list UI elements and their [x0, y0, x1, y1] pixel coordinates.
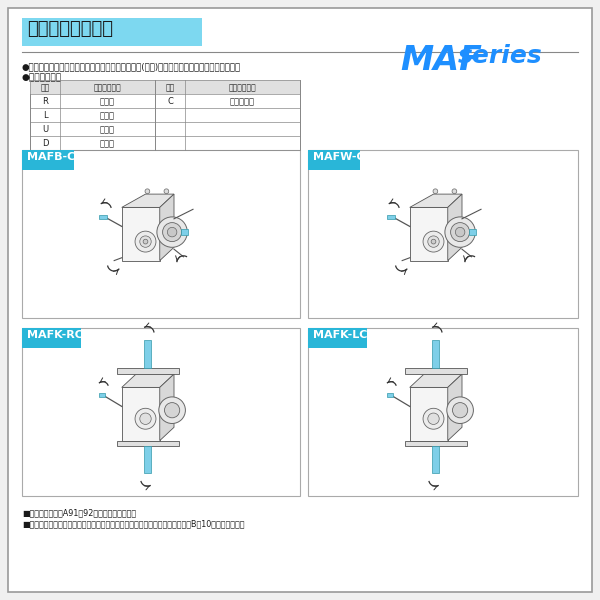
- FancyBboxPatch shape: [469, 229, 476, 235]
- FancyBboxPatch shape: [431, 340, 439, 368]
- Circle shape: [135, 408, 156, 429]
- FancyBboxPatch shape: [308, 150, 360, 170]
- Text: 軸配置と回転方向: 軸配置と回転方向: [27, 20, 113, 38]
- FancyBboxPatch shape: [99, 392, 104, 397]
- FancyBboxPatch shape: [22, 328, 300, 496]
- Polygon shape: [410, 388, 448, 440]
- Polygon shape: [117, 368, 179, 374]
- FancyBboxPatch shape: [22, 150, 300, 318]
- Text: MAFK-LC: MAFK-LC: [313, 330, 367, 340]
- Text: 出力軸両軸: 出力軸両軸: [230, 97, 255, 107]
- Text: series: series: [458, 44, 543, 68]
- Circle shape: [447, 397, 473, 424]
- Text: 下　側: 下 側: [100, 139, 115, 148]
- Polygon shape: [122, 374, 174, 388]
- Circle shape: [143, 239, 148, 244]
- FancyBboxPatch shape: [143, 446, 151, 473]
- Text: MAF: MAF: [400, 44, 482, 77]
- Circle shape: [140, 413, 151, 424]
- Polygon shape: [160, 374, 174, 440]
- FancyBboxPatch shape: [143, 340, 151, 368]
- FancyBboxPatch shape: [22, 150, 74, 170]
- FancyBboxPatch shape: [387, 392, 392, 397]
- Circle shape: [163, 223, 182, 242]
- Circle shape: [140, 236, 151, 247]
- Circle shape: [164, 189, 169, 194]
- Circle shape: [428, 236, 439, 247]
- Circle shape: [452, 189, 457, 194]
- Polygon shape: [405, 368, 467, 374]
- Text: U: U: [42, 125, 48, 134]
- Polygon shape: [410, 194, 462, 208]
- FancyBboxPatch shape: [8, 8, 592, 592]
- FancyBboxPatch shape: [30, 80, 300, 150]
- Circle shape: [164, 403, 180, 418]
- Polygon shape: [448, 194, 462, 260]
- Polygon shape: [405, 440, 467, 446]
- FancyBboxPatch shape: [99, 215, 107, 219]
- Text: ●軸配置は入力軸またはモータを手前にして出力軸(青色)の出ている方向で決定して下さい。: ●軸配置は入力軸またはモータを手前にして出力軸(青色)の出ている方向で決定して下…: [22, 62, 241, 71]
- Text: R: R: [42, 97, 48, 107]
- FancyBboxPatch shape: [308, 150, 578, 318]
- FancyBboxPatch shape: [387, 215, 395, 219]
- Text: C: C: [167, 97, 173, 107]
- Polygon shape: [160, 194, 174, 260]
- Circle shape: [428, 413, 439, 424]
- FancyBboxPatch shape: [181, 229, 188, 235]
- Text: 記号: 記号: [166, 83, 175, 92]
- Text: ■特殊な取付姿勢については、当社へお問い合わせ下さい。なお、参考としてB－10をご覧下さい。: ■特殊な取付姿勢については、当社へお問い合わせ下さい。なお、参考としてB－10を…: [22, 519, 245, 528]
- Text: MAFB-C: MAFB-C: [27, 152, 75, 162]
- Text: ■軸配置の詳細はA91・92を参照して下さい。: ■軸配置の詳細はA91・92を参照して下さい。: [22, 508, 136, 517]
- Circle shape: [455, 227, 465, 237]
- FancyBboxPatch shape: [30, 80, 300, 94]
- Circle shape: [431, 239, 436, 244]
- Text: ●軸配置の記号: ●軸配置の記号: [22, 73, 62, 82]
- Circle shape: [423, 408, 444, 429]
- Text: 出力軸の方向: 出力軸の方向: [229, 83, 256, 92]
- Circle shape: [445, 217, 475, 247]
- FancyBboxPatch shape: [308, 328, 578, 496]
- Polygon shape: [410, 374, 462, 388]
- Text: 左　側: 左 側: [100, 112, 115, 121]
- Text: 出力軸の方向: 出力軸の方向: [94, 83, 121, 92]
- Polygon shape: [117, 440, 179, 446]
- Text: MAFK-RC: MAFK-RC: [27, 330, 83, 340]
- Circle shape: [159, 397, 185, 424]
- Polygon shape: [448, 374, 462, 440]
- Circle shape: [167, 227, 177, 237]
- Circle shape: [452, 403, 468, 418]
- Circle shape: [145, 189, 150, 194]
- FancyBboxPatch shape: [431, 446, 439, 473]
- FancyBboxPatch shape: [22, 328, 81, 348]
- Text: MAFW-C: MAFW-C: [313, 152, 365, 162]
- Text: L: L: [43, 112, 47, 121]
- Text: 上　側: 上 側: [100, 125, 115, 134]
- Polygon shape: [122, 208, 160, 260]
- FancyBboxPatch shape: [308, 328, 367, 348]
- Polygon shape: [410, 208, 448, 260]
- Text: 記号: 記号: [40, 83, 50, 92]
- FancyBboxPatch shape: [22, 18, 202, 46]
- Circle shape: [433, 189, 438, 194]
- Text: 右　側: 右 側: [100, 97, 115, 107]
- Circle shape: [135, 231, 156, 252]
- Circle shape: [451, 223, 470, 242]
- Circle shape: [157, 217, 187, 247]
- Circle shape: [423, 231, 444, 252]
- Polygon shape: [122, 388, 160, 440]
- Polygon shape: [122, 194, 174, 208]
- Text: D: D: [42, 139, 48, 148]
